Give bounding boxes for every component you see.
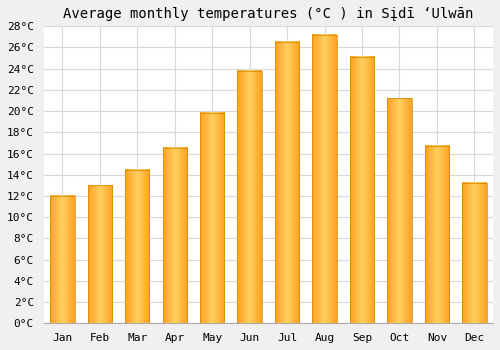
Bar xyxy=(388,98,411,323)
Bar xyxy=(350,57,374,323)
Bar xyxy=(200,113,224,323)
Title: Average monthly temperatures (°C ) in Sįdī ‘Ulwān: Average monthly temperatures (°C ) in Sį… xyxy=(63,7,474,21)
Bar xyxy=(312,35,336,323)
Bar xyxy=(424,146,449,323)
Bar xyxy=(50,196,74,323)
Bar xyxy=(462,183,486,323)
Bar xyxy=(275,42,299,323)
Bar xyxy=(125,169,150,323)
Bar xyxy=(88,186,112,323)
Bar xyxy=(238,71,262,323)
Bar xyxy=(162,148,187,323)
